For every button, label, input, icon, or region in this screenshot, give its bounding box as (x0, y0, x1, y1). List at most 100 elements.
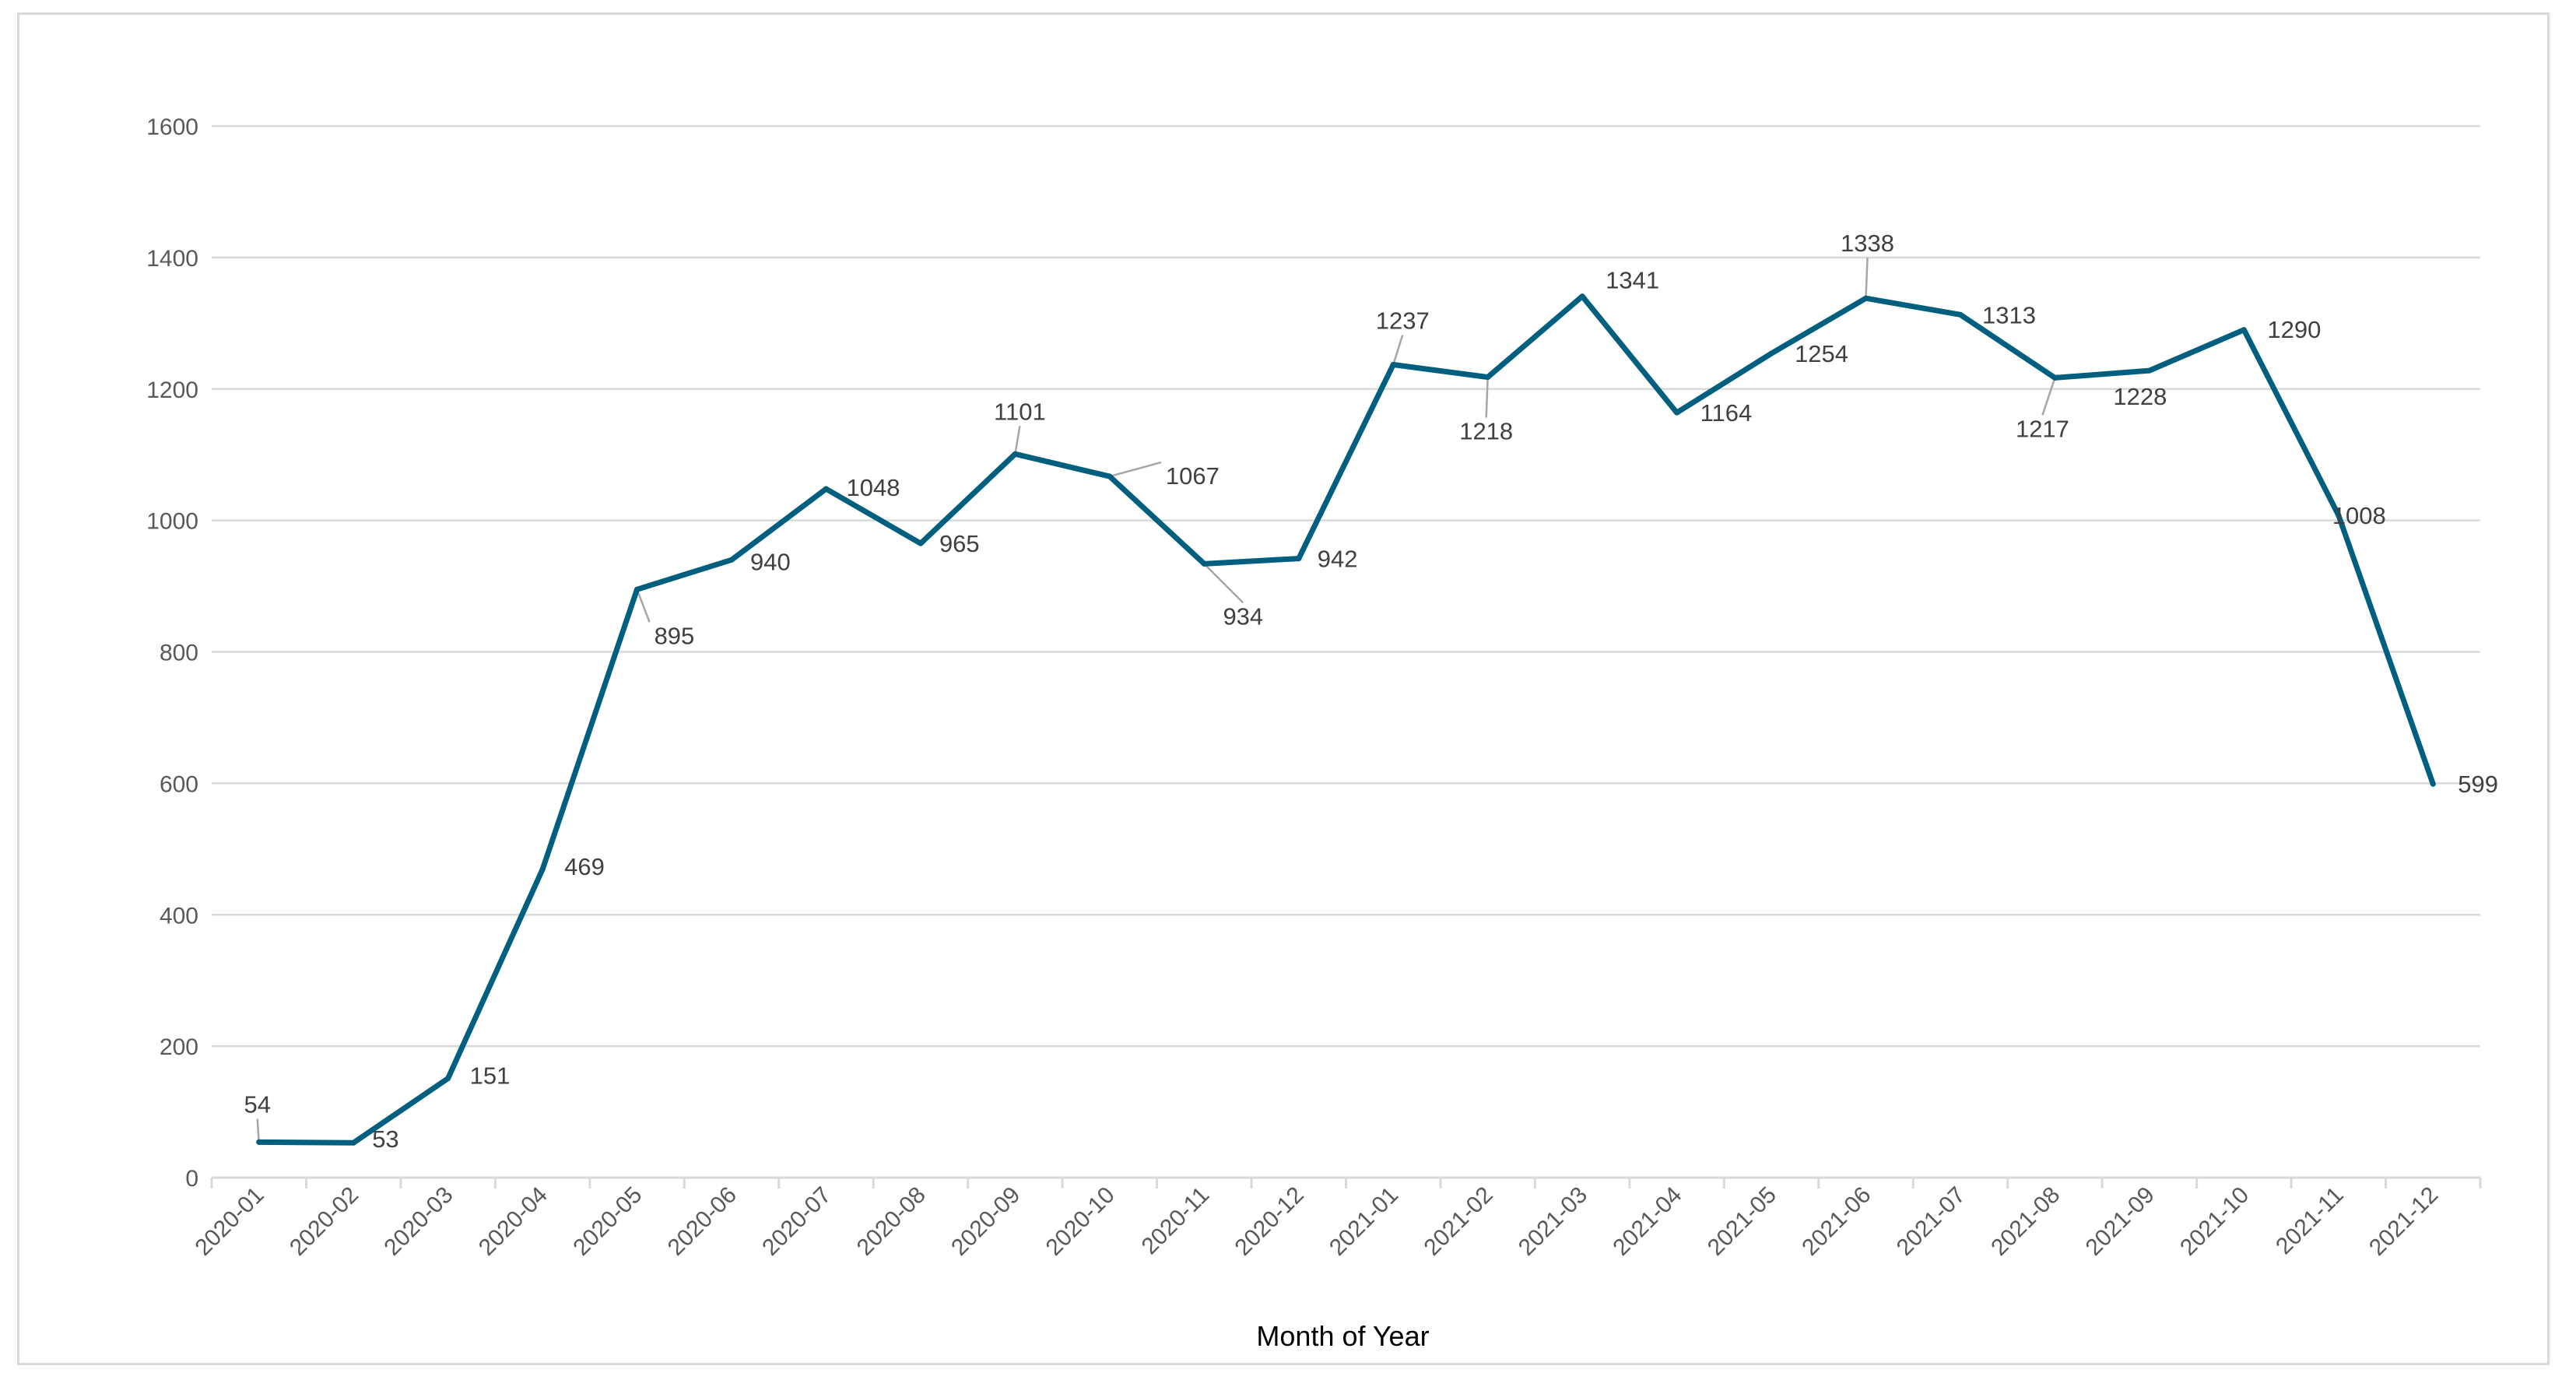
x-tick-label: 2020-07 (757, 1182, 836, 1261)
y-tick-label: 200 (160, 1034, 198, 1060)
y-tick-label: 800 (160, 641, 198, 666)
x-tick-label: 2021-05 (1703, 1182, 1781, 1261)
data-point (1012, 451, 1018, 457)
data-point (1107, 473, 1113, 479)
data-point (350, 1139, 356, 1146)
label-leader-line (636, 588, 651, 623)
data-label: 1313 (1982, 301, 2036, 328)
data-point (2051, 374, 2058, 381)
data-point (1957, 311, 1964, 318)
x-tick-label: 2020-03 (379, 1182, 458, 1261)
gridlines (212, 125, 2480, 1048)
x-axis-ticks: 2020-01 2020-02 2020-03 2020-04 2020-05 2020-… (190, 1182, 2443, 1261)
data-label: 599 (2458, 771, 2498, 798)
data-point (1579, 293, 1585, 300)
data-label: 151 (470, 1062, 511, 1089)
data-point (634, 586, 640, 592)
data-label: 1048 (846, 474, 900, 501)
data-point (1863, 295, 1869, 301)
data-label: 1067 (1166, 462, 1220, 490)
data-point (728, 557, 735, 563)
data-point (918, 540, 924, 546)
data-point (445, 1075, 451, 1081)
data-label: 1008 (2332, 502, 2386, 529)
data-label: 1290 (2267, 316, 2321, 343)
x-tick-label: 2020-10 (1041, 1182, 1120, 1261)
data-label: 1237 (1376, 307, 1430, 335)
data-label: 934 (1223, 602, 1263, 630)
x-tick-label: 2020-02 (285, 1182, 363, 1261)
y-tick-label: 1400 (146, 246, 198, 272)
label-leader-line (1014, 426, 1021, 455)
label-leader-line (1392, 335, 1404, 365)
label-leader-line (2041, 377, 2056, 416)
x-tick-label: 2021-08 (1986, 1182, 2065, 1261)
data-label: 965 (939, 530, 980, 557)
y-tick-label: 600 (160, 771, 198, 797)
data-point (2241, 327, 2247, 333)
label-leader-line (1203, 563, 1244, 604)
x-axis (210, 1176, 2482, 1189)
label-leader-line (1865, 258, 1869, 299)
series-line (256, 293, 2436, 1146)
data-label: 1217 (2016, 415, 2069, 442)
x-tick-label: 2020-12 (1230, 1182, 1309, 1261)
series (256, 293, 2436, 1146)
data-label: 942 (1318, 546, 1358, 573)
data-label: 1338 (1841, 230, 1894, 257)
label-leader-line (1485, 377, 1489, 418)
data-point (256, 1139, 262, 1145)
x-tick-label: 2021-09 (2081, 1182, 2160, 1261)
data-label: 1254 (1795, 340, 1848, 367)
data-point (1390, 362, 1396, 368)
chart-frame: 0 200 400 600 800 1000 1200 1400 1600 2020-01 202… (17, 12, 2550, 1365)
data-point (1485, 374, 1491, 381)
y-tick-label: 0 (185, 1166, 198, 1192)
x-tick-label: 2020-09 (946, 1182, 1025, 1261)
data-point (1296, 556, 1302, 562)
label-leader-line (256, 1118, 260, 1143)
x-tick-label: 2020-08 (852, 1182, 931, 1261)
data-point (2430, 781, 2436, 787)
x-tick-label: 2021-04 (1608, 1182, 1686, 1261)
x-tick-label: 2021-02 (1419, 1182, 1497, 1261)
x-tick-label: 2021-01 (1325, 1182, 1403, 1261)
x-tick-label: 2021-07 (1892, 1182, 1971, 1261)
x-tick-label: 2020-04 (474, 1182, 553, 1261)
data-label: 1101 (994, 398, 1046, 425)
data-label: 1218 (1459, 418, 1513, 445)
data-point (1768, 350, 1774, 356)
data-label: 54 (244, 1090, 270, 1118)
x-tick-label: 2021-03 (1514, 1182, 1592, 1261)
data-label: 1341 (1606, 267, 1659, 294)
x-tick-label: 2020-05 (568, 1182, 647, 1261)
x-tick-label: 2021-06 (1797, 1182, 1876, 1261)
x-tick-label: 2020-06 (663, 1182, 742, 1261)
data-point (2336, 512, 2342, 518)
x-tick-label: 2021-11 (2271, 1182, 2349, 1260)
y-tick-label: 1000 (146, 509, 198, 535)
data-label: 53 (372, 1125, 398, 1153)
data-label: 469 (564, 853, 605, 880)
x-tick-label: 2020-11 (1137, 1182, 1215, 1260)
data-label: 1228 (2113, 383, 2167, 410)
y-tick-label: 1600 (146, 114, 198, 140)
data-point (1674, 409, 1680, 416)
data-label: 895 (655, 622, 695, 649)
x-tick-label: 2021-10 (2175, 1182, 2254, 1261)
y-axis-ticks: 0 200 400 600 800 1000 1200 1400 1600 (146, 114, 198, 1192)
label-leader-lines (256, 258, 2056, 1143)
x-axis-title: Month of Year (1256, 1320, 1429, 1352)
x-tick-label: 2021-12 (2364, 1182, 2443, 1261)
data-point (539, 866, 546, 873)
data-labels: 54 53 151 469 895 940 1048 965 1101 1067 934 942 123… (244, 230, 2498, 1153)
y-tick-label: 1200 (146, 377, 198, 403)
label-leader-line (1109, 461, 1162, 478)
data-label: 940 (750, 548, 791, 575)
data-label: 1164 (1700, 399, 1753, 427)
y-tick-label: 400 (160, 903, 198, 929)
data-point (823, 486, 829, 492)
x-tick-label: 2020-01 (190, 1182, 268, 1261)
data-point (1201, 560, 1207, 567)
